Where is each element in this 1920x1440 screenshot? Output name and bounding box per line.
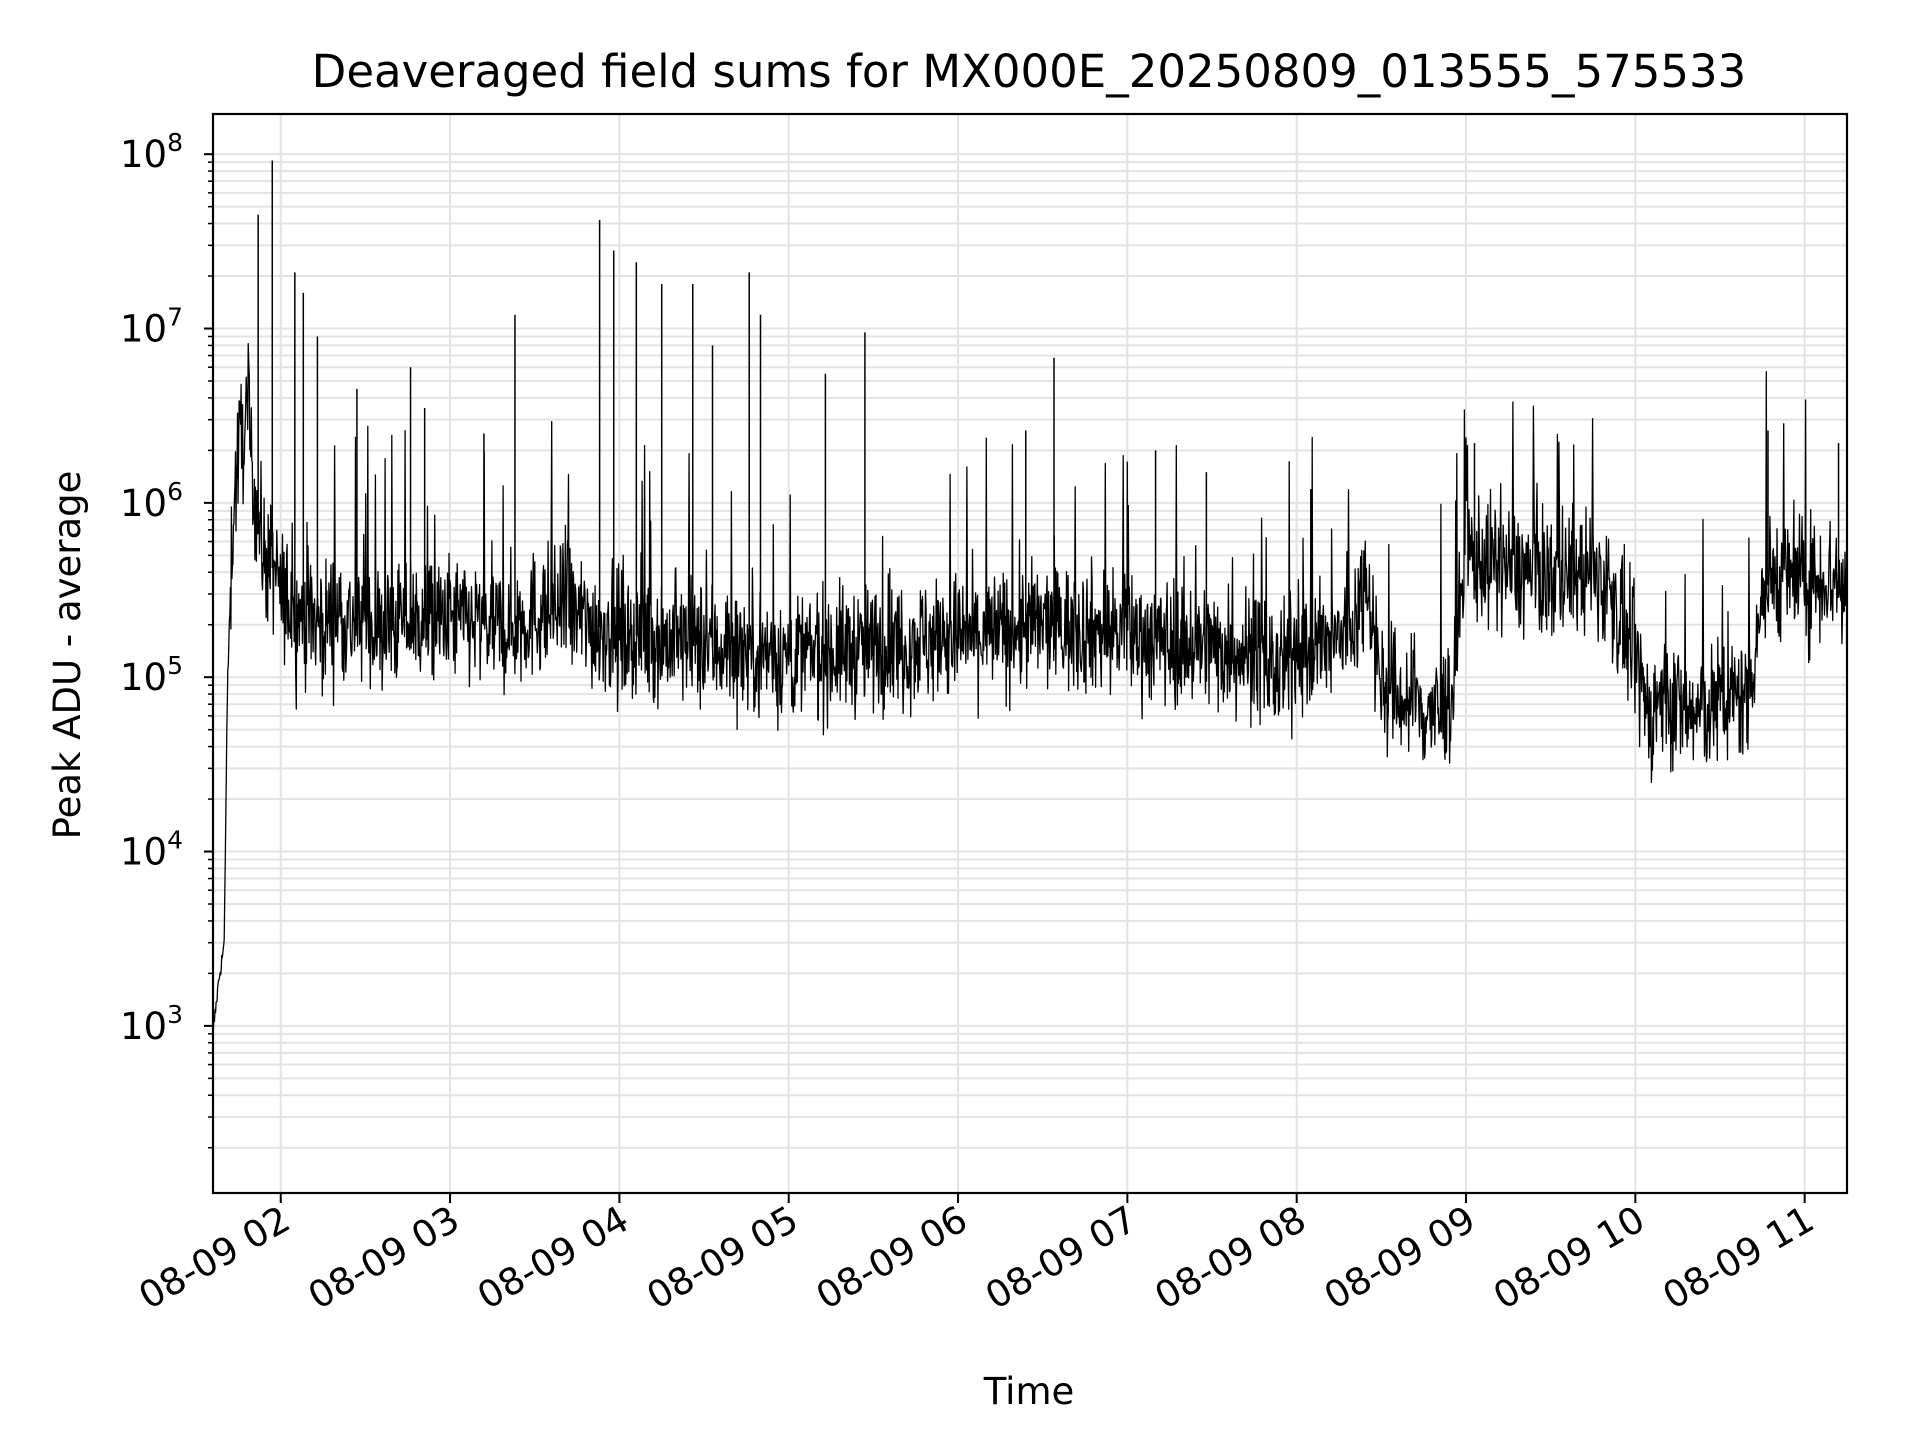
x-tick-label: 08-09 03 [301,1198,467,1318]
y-axis-label: Peak ADU - average [46,471,89,840]
plot-frame [211,112,1849,1195]
y-tick-label: 103 [120,1000,183,1048]
x-tick-label: 08-09 05 [640,1198,806,1318]
x-tick-label: 08-09 06 [809,1198,975,1318]
x-axis-label: Time [983,1370,1075,1413]
x-tick-label: 08-09 11 [1656,1198,1822,1318]
x-tick-label: 08-09 02 [132,1198,298,1318]
x-tick-label: 08-09 07 [978,1198,1144,1318]
plot-area [213,160,1847,1030]
chart-title: Deaveraged field sums for MX000E_2025080… [312,45,1747,98]
x-tick-label: 08-09 09 [1317,1198,1483,1318]
y-tick-label: 104 [120,826,183,874]
series-line [213,342,1847,1030]
x-tick-labels: 08-09 02 08-09 03 08-09 04 08-09 05 08-09 06… [132,1198,1822,1318]
y-tick-label: 107 [120,303,183,351]
y-tick-label: 105 [120,651,183,699]
y-tick-label: 106 [120,477,183,525]
y-tick-labels: 103 104 105 106 107 108 [120,128,183,1048]
x-tick-label: 08-09 10 [1486,1198,1652,1318]
x-tick-label: 08-09 08 [1148,1198,1314,1318]
grid [213,114,1847,1193]
y-tick-label: 108 [120,128,183,176]
x-tick-label: 08-09 04 [470,1198,636,1318]
tick-marks [204,153,1806,1203]
